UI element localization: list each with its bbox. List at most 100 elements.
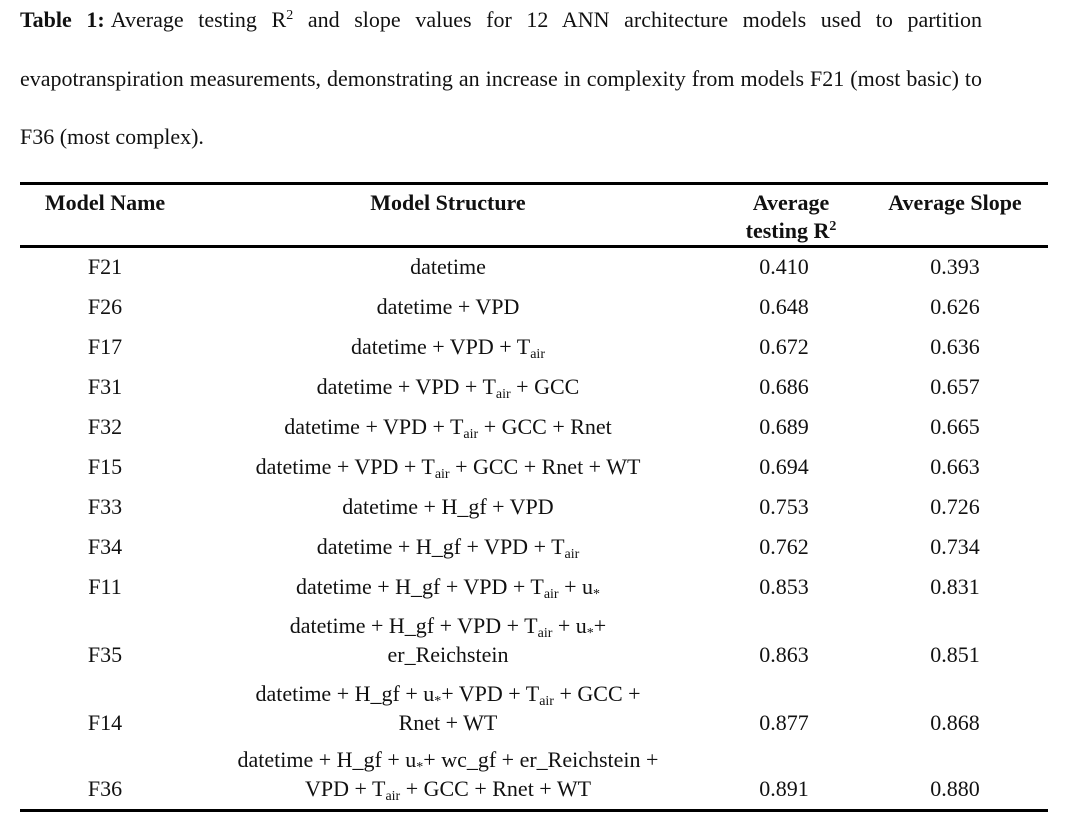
caption: Table 1: Average testing R2 and slope val… [20, 0, 982, 167]
model-name: F17 [87, 333, 123, 359]
structure-line: datetime + H_gf + u*+ wc_gf + er_Reichst… [190, 745, 706, 775]
text-run: datetime [410, 253, 486, 279]
table-row: F21 datetime 0.410 0.393 [20, 247, 1048, 287]
average-r2: 0.877 [759, 709, 809, 735]
model-name: F21 [87, 253, 123, 279]
average-r2: 0.410 [759, 253, 809, 279]
header-cell: Average testing R2 [706, 184, 862, 247]
model-structure: datetime + H_gf + u*+ VPD + Tair + GCC +… [190, 675, 706, 743]
model-name: F11 [88, 573, 122, 599]
text-run: and slope values for 12 ANN architecture… [20, 7, 983, 149]
text-run: + u [558, 573, 594, 599]
results-table: Model Name Model Structure Average testi… [20, 182, 1048, 812]
average-r2: 0.753 [759, 493, 809, 519]
average-slope: 0.626 [930, 293, 980, 319]
text-run: datetime + H_gf + u [255, 680, 435, 706]
text-run: + u [552, 612, 587, 638]
model-structure: datetime + H_gf + VPD + Tair + u* [190, 567, 706, 607]
table-row: F33 datetime + H_gf + VPD 0.753 0.726 [20, 487, 1048, 527]
header-cell: Average Slope [888, 190, 1022, 215]
structure-line: er_Reichstein [190, 640, 706, 669]
average-r2: 0.891 [759, 776, 809, 801]
model-name: F32 [87, 413, 123, 439]
average-slope: 0.880 [930, 776, 980, 801]
subscript: * [434, 693, 442, 709]
average-slope: 0.665 [930, 413, 980, 439]
table-row: F11 datetime + H_gf + VPD + Tair + u* 0.85… [20, 567, 1048, 607]
caption-label: Table 1: [20, 7, 105, 32]
structure-line: datetime + H_gf + VPD + Tair + u*+ [190, 611, 706, 641]
model-name: F26 [87, 293, 123, 319]
average-r2: 0.762 [759, 533, 809, 559]
average-r2: 0.689 [759, 413, 809, 439]
subscript: air [434, 466, 450, 482]
superscript: 2 [286, 8, 294, 23]
header-cell: Model Structure [370, 190, 526, 215]
average-r2: 0.863 [759, 641, 809, 667]
text-run: Average testing R [110, 7, 287, 32]
structure-line: datetime + VPD + Tair + GCC + Rnet [190, 412, 706, 442]
structure-line: Rnet + WT [190, 708, 706, 737]
text-run: + GCC + Rnet + WT [449, 453, 641, 479]
average-r2: 0.648 [759, 293, 809, 319]
table-row: F36 datetime + H_gf + u*+ wc_gf + er_Reic… [20, 743, 1048, 811]
model-structure: datetime + VPD + Tair + GCC + Rnet + WT [190, 447, 706, 487]
structure-line: datetime + H_gf + u*+ VPD + Tair + GCC + [190, 679, 706, 709]
model-name: F36 [87, 776, 123, 801]
subscript: * [586, 625, 594, 641]
table-row: F32 datetime + VPD + Tair + GCC + Rnet 0.6… [20, 407, 1048, 447]
model-structure: datetime + VPD + Tair + GCC [190, 367, 706, 407]
structure-line: datetime [190, 252, 706, 281]
average-slope: 0.831 [930, 573, 980, 599]
text-run: VPD + T [304, 776, 386, 801]
text-run: Rnet + WT [398, 709, 498, 735]
average-r2: 0.694 [759, 453, 809, 479]
superscript: 2 [829, 219, 837, 234]
average-slope: 0.851 [930, 641, 980, 667]
text-run: + wc_gf + er_Reichstein + [423, 747, 659, 772]
text-run: datetime + H_gf + VPD + T [289, 612, 538, 638]
average-slope: 0.657 [930, 373, 980, 399]
table-row: F31 datetime + VPD + Tair + GCC 0.686 0.657 [20, 367, 1048, 407]
text-run: datetime + VPD + T [351, 333, 531, 359]
structure-line: datetime + H_gf + VPD + Tair + u* [190, 572, 706, 602]
structure-line: datetime + VPD + Tair [190, 332, 706, 362]
average-r2: 0.853 [759, 573, 809, 599]
model-structure: datetime + H_gf + u*+ wc_gf + er_Reichst… [190, 743, 706, 811]
subscript: * [416, 760, 424, 775]
text-run: + VPD + T [441, 680, 540, 706]
subscript: air [530, 346, 545, 362]
text-run: datetime + VPD + T [316, 373, 496, 399]
model-structure: datetime + H_gf + VPD + Tair + u*+ er_Rei… [190, 607, 706, 675]
text-run: datetime + VPD [376, 293, 520, 319]
table-header: Model Name Model Structure Average testi… [20, 184, 1048, 247]
model-structure: datetime + VPD [190, 287, 706, 327]
model-structure: datetime + VPD + Tair + GCC + Rnet [190, 407, 706, 447]
text-run: + GCC + Rnet + WT [400, 776, 592, 801]
model-name: F31 [87, 373, 123, 399]
table-body: F21 datetime 0.410 0.393 F26 datetime + VPD 0.… [20, 247, 1048, 811]
subscript: air [543, 586, 559, 602]
subscript: air [564, 546, 580, 562]
subscript: air [495, 386, 511, 402]
text-run: datetime + H_gf + u [237, 747, 417, 772]
text-run: + GCC [510, 373, 580, 399]
average-r2: 0.672 [759, 333, 809, 359]
text-run: datetime + VPD + T [284, 413, 464, 439]
model-structure: datetime [190, 247, 706, 287]
average-slope: 0.868 [930, 709, 980, 735]
text-run: + GCC + Rnet [478, 413, 612, 439]
model-structure: datetime + H_gf + VPD + Tair [190, 527, 706, 567]
structure-line: VPD + Tair + GCC + Rnet + WT [190, 774, 706, 804]
model-structure: datetime + H_gf + VPD [190, 487, 706, 527]
average-slope: 0.636 [930, 333, 980, 359]
text-run: Average testing R [745, 190, 830, 243]
text-run: datetime + H_gf + VPD [342, 493, 554, 519]
structure-line: datetime + VPD + Tair + GCC + Rnet + WT [190, 452, 706, 482]
average-slope: 0.393 [930, 253, 980, 279]
average-r2: 0.686 [759, 373, 809, 399]
structure-line: datetime + H_gf + VPD [190, 492, 706, 521]
table-row: F34 datetime + H_gf + VPD + Tair 0.762 0.73… [20, 527, 1048, 567]
